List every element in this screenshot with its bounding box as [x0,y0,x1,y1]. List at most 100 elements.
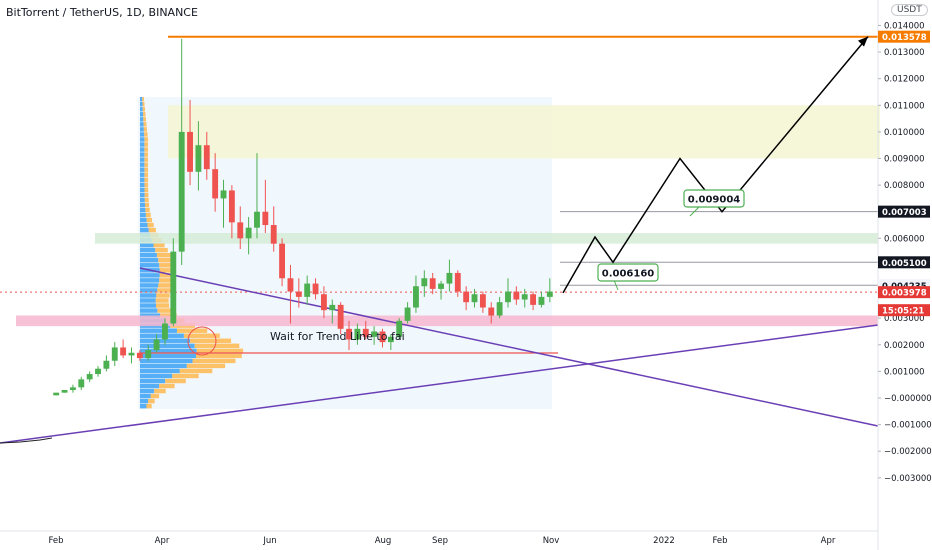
profile-bar-buy [140,253,157,258]
profile-bar-buy [140,303,157,308]
price-badge-bg [878,205,930,218]
time-tick-label: Feb [48,536,63,546]
profile-bar-sell [143,122,147,127]
time-tick-label: Apr [821,536,836,546]
candle-body [145,350,152,359]
candle-body [329,304,336,311]
candle-body [195,145,202,172]
candle-body [203,145,210,170]
profile-bar-buy [140,187,145,193]
profile-bar-sell [158,258,174,263]
candle-body [86,374,93,380]
profile-bar-sell [146,403,152,409]
profile-bar-sell [194,343,240,349]
candle-body [270,225,277,244]
candle-body [295,291,302,297]
profile-bar-sell [144,142,149,147]
profile-bar-buy [140,102,143,107]
candle-body [111,347,118,361]
price-tick-label: 0.002000 [884,341,925,351]
time-tick-label: Jun [262,536,276,546]
candle-body [530,294,537,305]
highlight-circle [187,326,217,356]
profile-bar-sell [153,242,165,248]
target-label: 0.009004 [683,189,745,217]
candle-body [69,387,76,391]
profile-bar-buy [140,273,160,278]
profile-bar-sell [145,212,151,218]
price-tick-label: −0.002000 [884,447,932,457]
profile-bar-sell [186,363,226,369]
candle-body [337,304,344,329]
price-badge-bg [878,30,930,43]
profile-bar-sell [143,112,146,117]
price-badge: 0.005100 [878,256,930,269]
candle-body [446,272,453,284]
profile-bar-buy [140,373,173,379]
candle-body [479,294,486,308]
candle-body [136,352,143,359]
early-price-line [0,437,53,444]
price-badge-bg [878,304,930,317]
profile-bar-sell [142,97,144,102]
candle-body [170,251,177,324]
price-badge: 15:05:21 [878,304,930,317]
candle-body [521,294,528,300]
profile-bar-buy [140,227,149,233]
candle-body [471,294,478,303]
candle-body [538,296,545,305]
profile-bar-sell [143,117,147,122]
price-tick-label: 0.010000 [884,128,925,138]
profile-bar-buy [140,343,195,349]
candle-body [429,278,436,289]
price-tick-label: 0.013000 [884,48,925,58]
profile-bar-buy [140,177,145,182]
profile-bar-sell [148,398,155,404]
profile-bar-buy [140,258,159,263]
profile-bar-sell [159,273,176,278]
candle-body [396,320,403,337]
currency-selector[interactable]: USDT [891,4,928,16]
profile-bar-buy [140,152,145,157]
profile-bar-sell [144,162,149,167]
candle-body [404,307,411,321]
profile-bar-buy [140,157,145,162]
candle-body [228,190,235,223]
profile-bar-buy [140,217,147,223]
price-badge-value: 0.005100 [882,259,927,269]
profile-bar-buy [140,378,166,384]
profile-bar-buy [140,398,149,404]
profile-bar-sell [156,303,170,308]
profile-bar-sell [144,137,149,142]
price-tick-label: −0.001000 [884,421,932,431]
candle-body [120,347,127,356]
target-pointer [613,279,619,291]
projection-path [562,36,869,294]
profile-bar-sell [144,157,149,162]
profile-bar-buy [140,127,144,132]
target-value: 0.009004 [688,195,741,206]
profile-bar-buy [140,162,145,167]
profile-bar-buy [140,263,160,268]
profile-bar-buy [140,403,147,409]
profile-bar-buy [140,147,145,152]
profile-bar-buy [140,117,144,122]
profile-bar-sell [143,127,148,132]
candle-body [505,291,511,303]
candle-body [320,294,327,311]
profile-bar-sell [192,358,236,364]
price-badge-bg [878,256,930,269]
candle-body [220,190,227,199]
time-tick-label: Feb [712,536,727,546]
profile-bar-sell [144,182,149,187]
profile-bar-buy [140,122,144,127]
profile-bar-sell [148,227,156,233]
zone-yellow [168,105,880,159]
price-tick-label: 0.006000 [884,234,925,244]
target-box [597,263,659,282]
profile-bar-buy [140,107,143,112]
candle-body [371,331,378,337]
candle-body [95,368,101,375]
profile-bar-sell [144,147,149,152]
